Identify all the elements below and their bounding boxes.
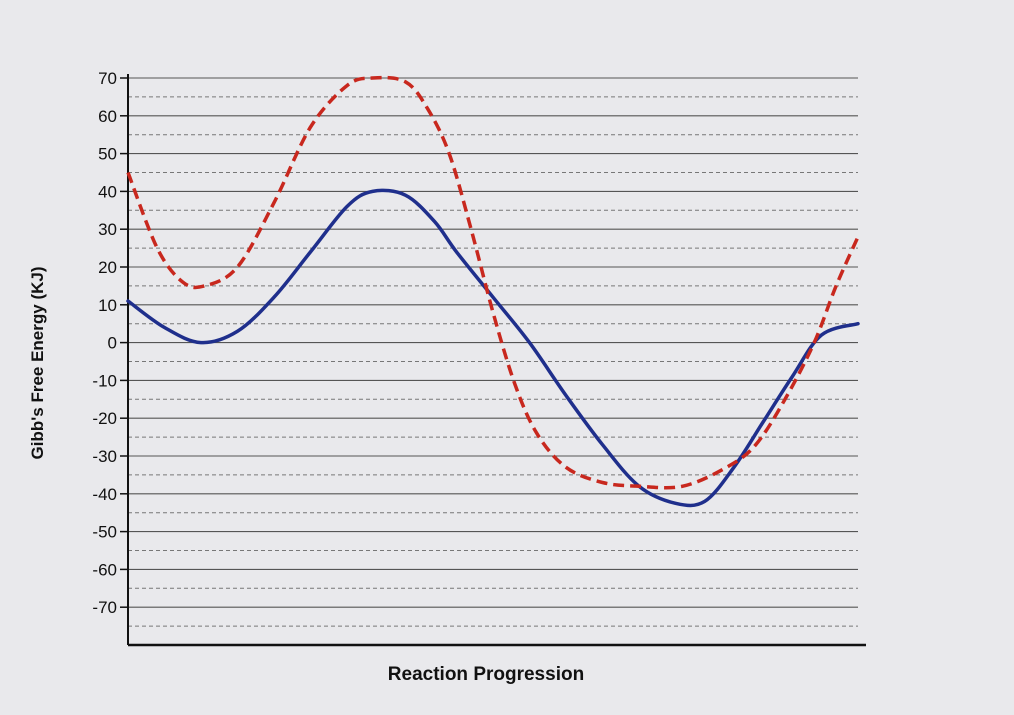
y-tick-label: 70 [98, 69, 117, 88]
y-tick-label: 60 [98, 107, 117, 126]
y-tick-label: 0 [108, 334, 117, 353]
y-tick-label: -10 [92, 371, 117, 390]
x-axis-label: Reaction Progression [388, 664, 584, 685]
y-tick-label: -70 [92, 598, 117, 617]
y-tick-label: -60 [92, 560, 117, 579]
y-tick-label: 30 [98, 220, 117, 239]
series-line-dashed [126, 75, 860, 490]
y-tick-label: -40 [92, 485, 117, 504]
y-tick-label: -50 [92, 523, 117, 542]
y-tick-label: -30 [92, 447, 117, 466]
y-tick-label: 20 [98, 258, 117, 277]
series-line-solid [126, 188, 860, 508]
y-tick-label: -20 [92, 409, 117, 428]
y-tick-label: 10 [98, 296, 117, 315]
y-axis-label: Gibb's Free Energy (KJ) [28, 267, 47, 460]
y-tick-label: 40 [98, 182, 117, 201]
y-tick-label: 50 [98, 145, 117, 164]
